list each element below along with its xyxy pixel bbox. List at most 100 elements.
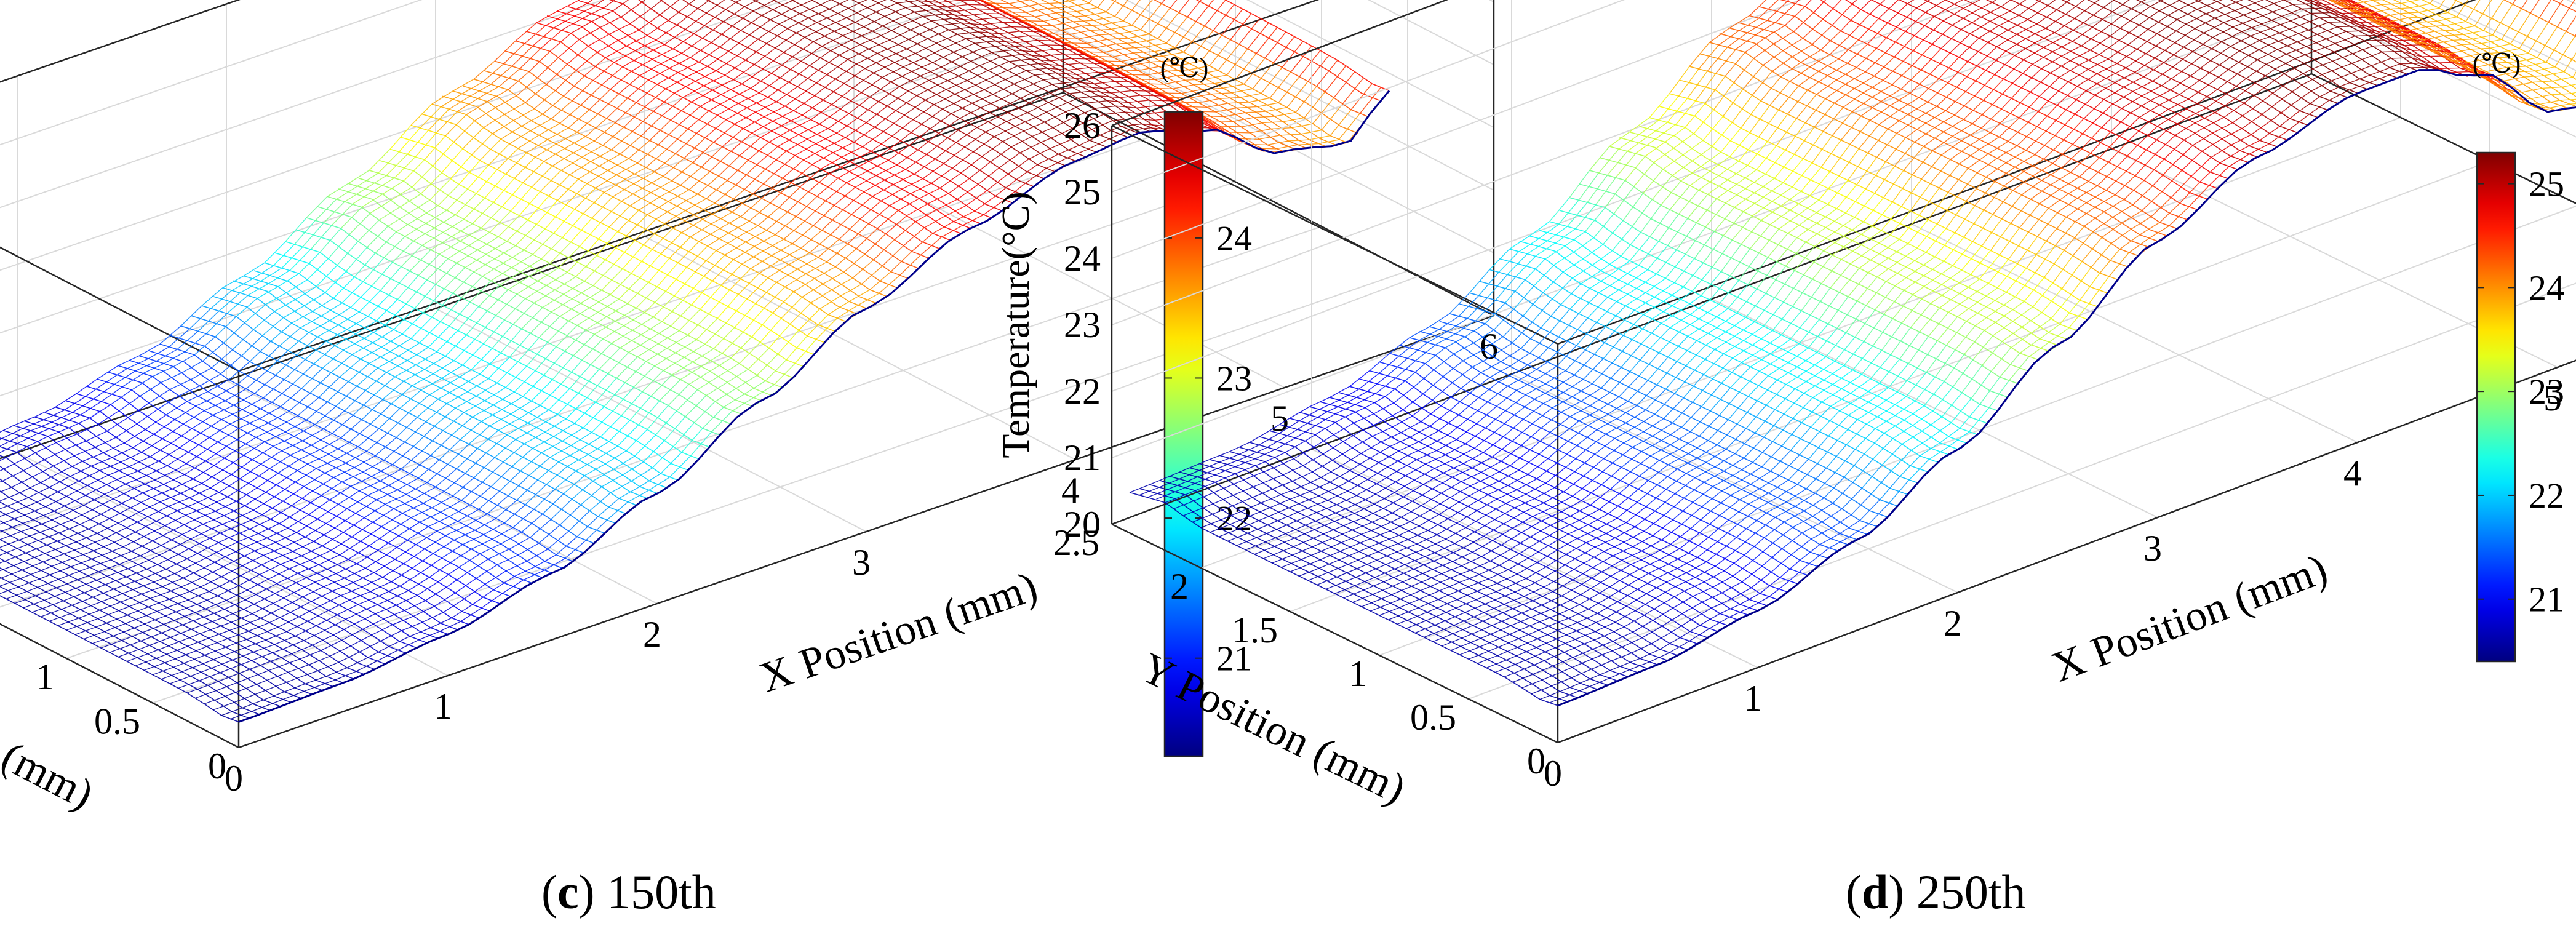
mesh-line-y <box>1943 119 1964 132</box>
mesh-line-y <box>979 56 1001 66</box>
mesh-line-y <box>1027 102 1049 113</box>
mesh-line-y <box>558 39 580 58</box>
mesh-line-y <box>914 158 936 175</box>
mesh-line-y <box>1495 664 1516 673</box>
mesh-line-y <box>936 34 958 44</box>
mesh-line-y <box>100 640 122 649</box>
mesh-line-y <box>1452 467 1473 478</box>
mesh-line-y <box>1601 467 1622 485</box>
mesh-line-y <box>709 151 732 172</box>
mesh-line-y <box>2315 43 2335 52</box>
mesh-line-y <box>2008 356 2030 381</box>
mesh-line-y <box>2554 36 2576 67</box>
mesh-line-y <box>996 7 1018 9</box>
mesh-line-y <box>725 107 748 121</box>
mesh-line-y <box>270 505 292 520</box>
mesh-line-y <box>578 166 600 180</box>
mesh-line-y <box>1615 610 1636 623</box>
mesh-line-y <box>381 513 403 527</box>
mesh-line-y <box>1074 108 1096 118</box>
mesh-line-y <box>1902 39 1924 62</box>
mesh-line-y <box>488 357 510 379</box>
mesh-line-y <box>52 455 74 467</box>
mesh-line-y <box>575 255 597 277</box>
mesh-line-y <box>1790 195 1811 211</box>
mesh-line-y <box>2061 261 2083 289</box>
mesh-line-y <box>357 595 380 605</box>
mesh-line-y <box>1714 336 1735 350</box>
mesh-line-y <box>109 644 131 653</box>
mesh-line-y <box>87 614 109 623</box>
mesh-line-y <box>1923 20 1944 41</box>
axes-box-edge <box>1111 73 2312 525</box>
mesh-line-y <box>487 89 509 102</box>
mesh-line-y <box>951 103 973 114</box>
mesh-line-y <box>1072 20 1095 22</box>
mesh-line-y <box>1481 621 1502 631</box>
mesh-line-y <box>821 35 843 47</box>
mesh-line-y <box>1526 566 1547 579</box>
mesh-line-y <box>1215 107 1237 113</box>
mesh-line-y <box>453 120 476 142</box>
mesh-line-y <box>1543 491 1564 504</box>
mesh-line-y <box>597 498 620 517</box>
mesh-line-y <box>264 431 286 442</box>
mesh-line-y <box>466 310 488 335</box>
mesh-line-y <box>1488 642 1509 652</box>
mesh-line-y <box>2381 2 2402 6</box>
mesh-line-y <box>520 452 542 472</box>
mesh-line-y <box>1590 489 1611 506</box>
mesh-line-y <box>252 603 274 615</box>
mesh-line-y <box>819 295 841 310</box>
mesh-line-y <box>1863 314 1884 342</box>
mesh-line-y <box>1990 223 2011 251</box>
mesh-line-y <box>184 460 206 475</box>
mesh-line-y <box>846 7 868 18</box>
mesh-line-y <box>1235 53 1257 80</box>
mesh-line-y <box>303 292 325 306</box>
mesh-line-y <box>1905 252 1926 268</box>
mesh-line-y <box>1552 396 1573 409</box>
mesh-line-y <box>179 586 201 596</box>
mesh-line-y <box>1821 388 1842 402</box>
mesh-line-y <box>867 0 887 8</box>
mesh-line-y <box>407 347 429 361</box>
mesh-line-y <box>2132 185 2153 206</box>
mesh-line-y <box>1098 33 1120 36</box>
mesh-line-x <box>442 95 856 314</box>
mesh-line-y <box>1823 236 1844 252</box>
mesh-line-y <box>389 125 412 150</box>
mesh-line-y <box>349 212 371 235</box>
mesh-line-y <box>1499 469 1520 482</box>
mesh-line-y <box>1689 300 1710 315</box>
mesh-line-y <box>426 464 449 483</box>
mesh-line-y <box>1861 465 1883 489</box>
mesh-line-y <box>978 167 1000 185</box>
mesh-line-y <box>30 565 52 575</box>
mesh-line-y <box>805 74 827 92</box>
mesh-line-y <box>1342 78 1364 105</box>
mesh-line-y <box>1886 396 1907 412</box>
mesh-line-y <box>858 155 880 167</box>
mesh-line-y <box>2036 105 2058 127</box>
mesh-line-y <box>1793 127 1815 155</box>
mesh-line-y <box>229 570 252 582</box>
mesh-line-y <box>2112 0 2130 12</box>
mesh-line-y <box>1525 482 1546 495</box>
mesh-line-y <box>681 38 703 54</box>
mesh-line-y <box>2110 229 2131 244</box>
mesh-line-y <box>621 188 643 202</box>
mesh-line-y <box>773 155 796 174</box>
mesh-line-y <box>653 295 675 317</box>
mesh-line-y <box>1193 83 1215 86</box>
mesh-line-y <box>991 49 1013 53</box>
mesh-line-y <box>1230 13 1252 40</box>
mesh-line-y <box>335 563 357 575</box>
mesh-line-y <box>500 328 522 353</box>
mesh-line-y <box>543 148 565 162</box>
mesh-line-y <box>841 146 863 158</box>
mesh-line-y <box>138 501 161 513</box>
mesh-line-y <box>1141 55 1163 58</box>
mesh-line-y <box>583 406 605 428</box>
mesh-line-y <box>1874 57 1895 77</box>
